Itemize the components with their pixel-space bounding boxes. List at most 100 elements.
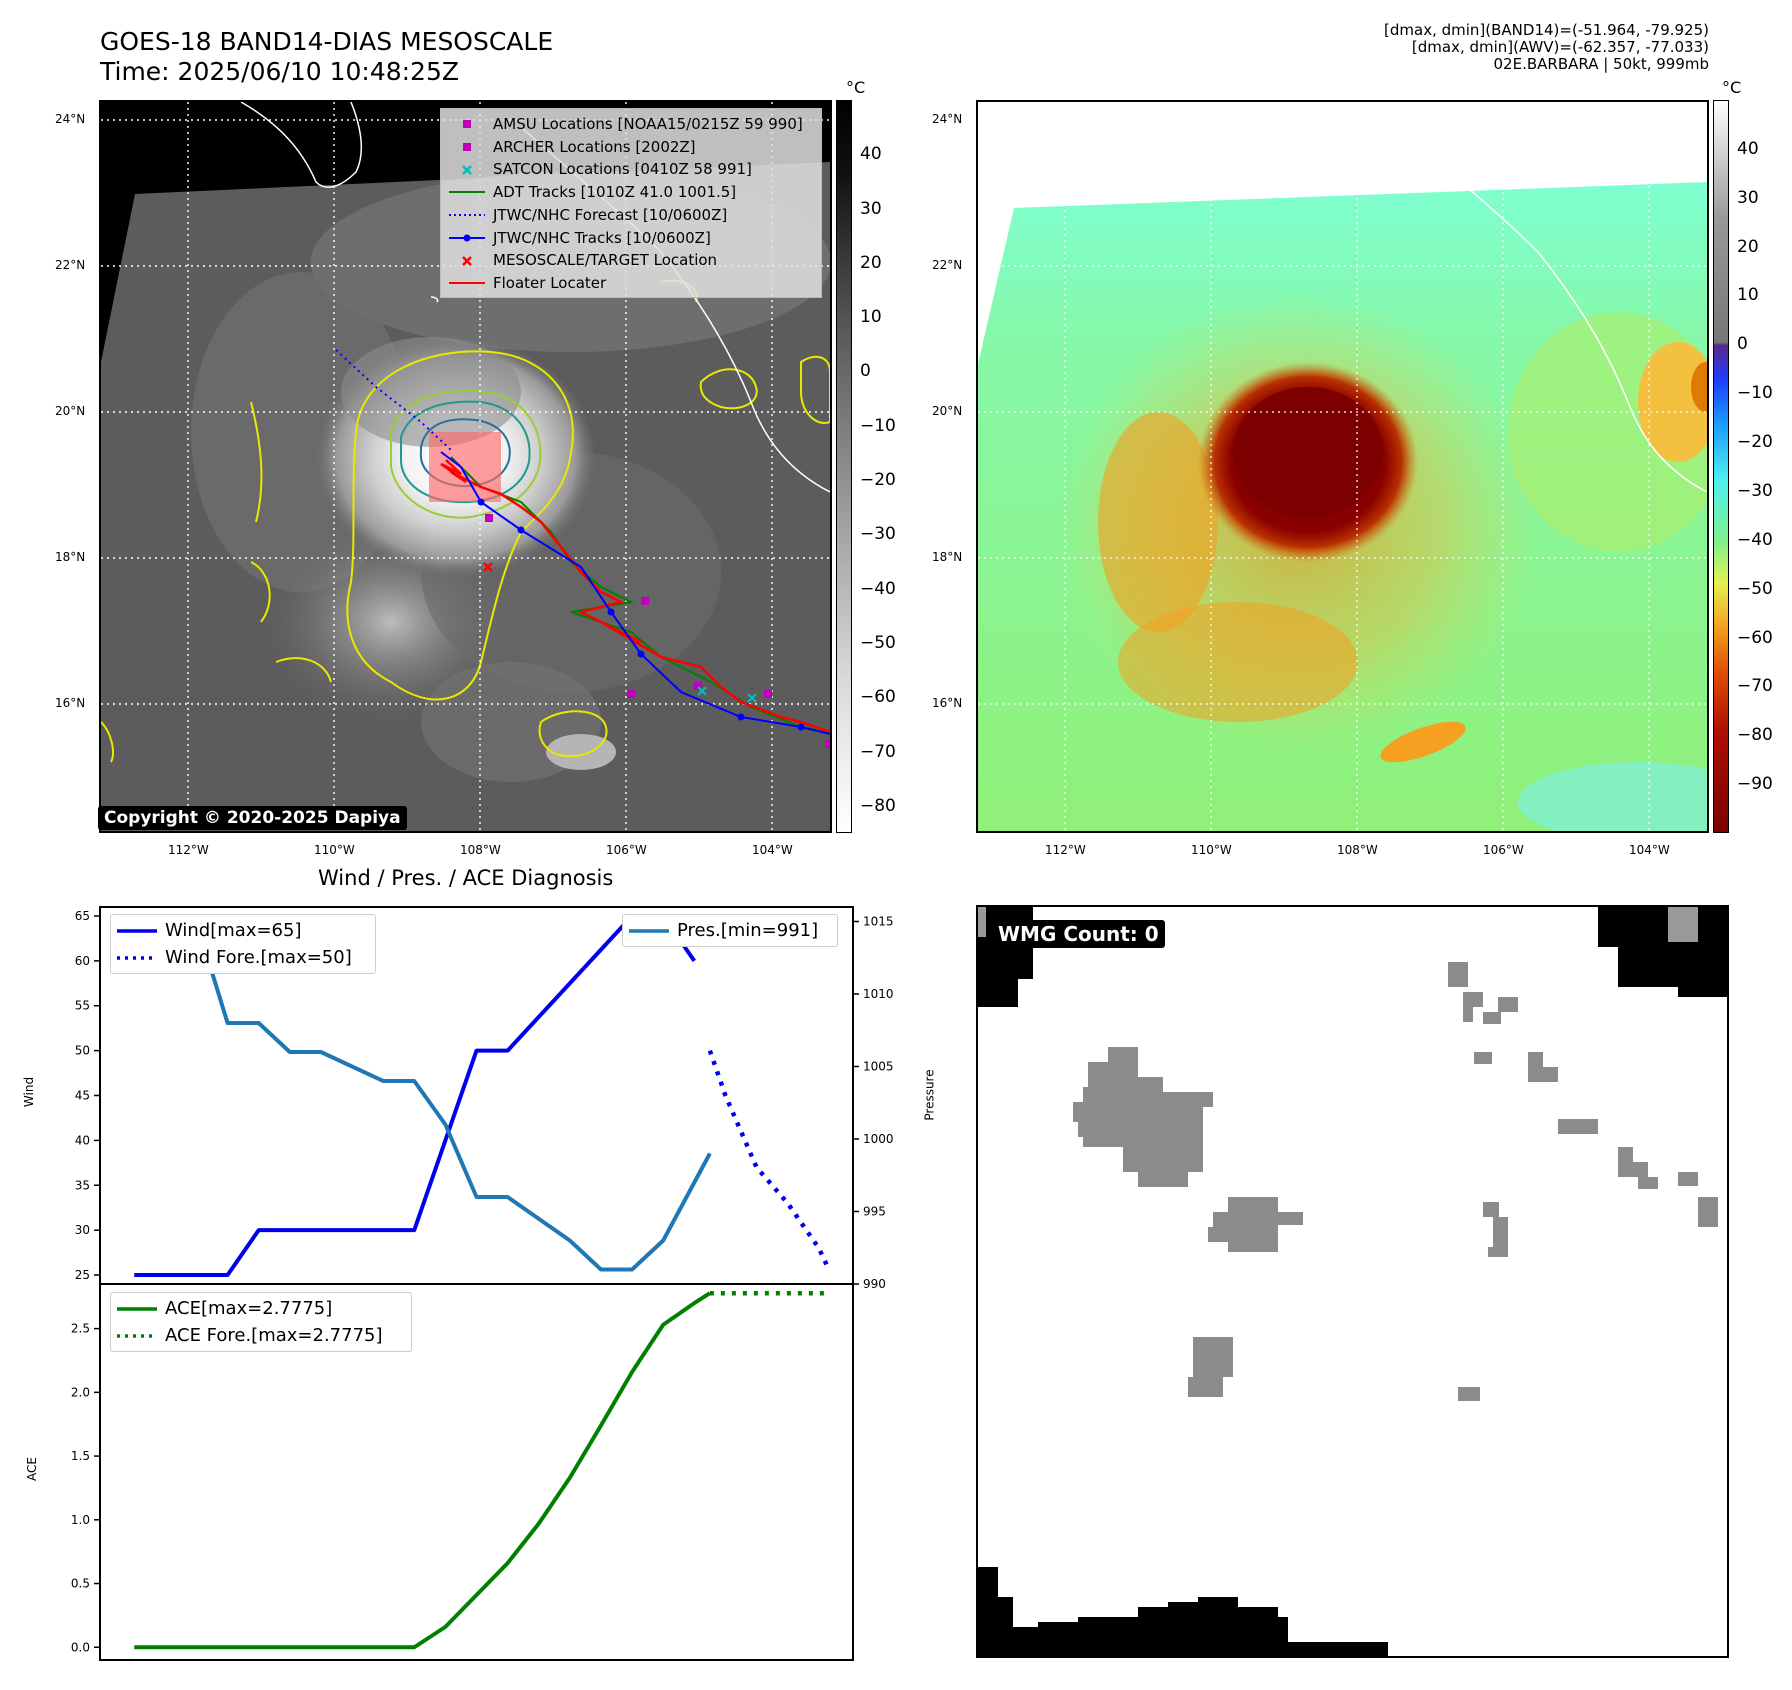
ir-lat-tick-label: 18°N — [55, 550, 86, 564]
legend-label: SATCON Locations [0410Z 58 991] — [493, 160, 752, 179]
ace-legend: ACE[max=2.7775] ACE Fore.[max=2.7775] — [110, 1292, 412, 1352]
ir-lon-tick-label: 110°W — [314, 843, 355, 857]
legend-item: AMSU Locations [NOAA15/0215Z 59 990] — [447, 113, 813, 136]
legend-symbol-icon — [449, 234, 485, 242]
diagnosis-chart: 25 30 35 40 45 50 55 60 65 990 995 1000 1005 1010 1015… — [71, 906, 894, 1661]
awv-lat-tick-label: 24°N — [932, 112, 963, 126]
ace-axis-tick-label: 1.0 — [71, 1513, 90, 1527]
awv-colorbar-tick-label: −50 — [1737, 578, 1773, 599]
ir-colorbar-tick-label: −70 — [860, 741, 896, 762]
info-band14: [dmax, dmin](BAND14)=(-51.964, -79.925) — [1384, 21, 1709, 39]
awv-colorbar-tick-label: 30 — [1737, 187, 1759, 208]
ir-colorbar-tick-label: −80 — [860, 795, 896, 816]
awv-lon-tick-label: 106°W — [1483, 843, 1524, 857]
awv-lat-tick-label: 22°N — [932, 258, 963, 272]
ace-fore-legend-item: ACE Fore.[max=2.7775] — [117, 1325, 383, 1346]
awv-colorbar-tick-label: −70 — [1737, 676, 1773, 697]
awv-colorbar-tick-label: −20 — [1737, 432, 1773, 453]
ir-lon-tick-label: 104°W — [752, 843, 793, 857]
info-awv: [dmax, dmin](AWV)=(-62.357, -77.033) — [1411, 38, 1709, 56]
wind-legend-item: Wind[max=65] — [117, 920, 302, 941]
awv-colorbar-tick-label: −40 — [1737, 529, 1773, 550]
wind-series-1-line — [707, 1049, 831, 1269]
awv-colorbar-tick-label: −90 — [1737, 774, 1773, 795]
ir-colorbar-tick-label: −30 — [860, 524, 896, 545]
wind-axis-tick-label: 40 — [75, 1133, 90, 1147]
wind-axis-tick-label: 25 — [75, 1268, 90, 1282]
legend-symbol-icon — [463, 143, 471, 152]
wind-axis-label: Wind — [22, 1076, 37, 1108]
legend-label: ARCHER Locations [2002Z] — [493, 137, 696, 156]
awv-colorbar-tick-label: −80 — [1737, 725, 1773, 746]
pressure-axis-tick-label: 1010 — [863, 987, 894, 1001]
map-legend: AMSU Locations [NOAA15/0215Z 59 990] ARCH… — [440, 108, 822, 298]
awv-satellite-panel — [976, 100, 1709, 833]
pressure-axis-tick-label: 1015 — [863, 915, 894, 929]
pres-legend-item: Pres.[min=991] — [629, 920, 819, 941]
awv-colorbar-unit: °C — [1722, 78, 1742, 97]
legend-item: Floater Locater — [447, 272, 813, 295]
ace-axes-frame — [99, 1283, 854, 1661]
ir-lon-tick-label: 106°W — [606, 843, 647, 857]
ace-legend-item: ACE[max=2.7775] — [117, 1298, 333, 1319]
wmg-panel — [976, 905, 1729, 1658]
ace-axis-tick-label: 2.0 — [71, 1385, 90, 1399]
ir-lat-tick-label: 16°N — [55, 696, 86, 710]
copyright-label: Copyright © 2020-2025 Dapiya — [98, 806, 407, 830]
wind-axis-tick-label: 55 — [75, 999, 90, 1013]
legend-symbol-icon — [463, 120, 471, 129]
legend-item: ADT Tracks [1010Z 41.0 1001.5] — [447, 181, 813, 204]
wind-axis-tick-label: 60 — [75, 954, 90, 968]
chart-title: Wind / Pres. / ACE Diagnosis — [318, 866, 614, 890]
info-storm: 02E.BARBARA | 50kt, 999mb — [1493, 55, 1709, 73]
legend-symbol-icon — [449, 191, 485, 194]
page-time: Time: 2025/06/10 10:48:25Z — [100, 57, 459, 86]
ir-colorbar-tick-label: 40 — [860, 144, 882, 165]
pressure-axis-tick-label: 990 — [863, 1277, 886, 1291]
awv-lat-tick-label: 20°N — [932, 404, 963, 418]
legend-label: ADT Tracks [1010Z 41.0 1001.5] — [493, 183, 737, 202]
ir-colorbar-tick-label: −60 — [860, 687, 896, 708]
awv-lon-tick-label: 104°W — [1629, 843, 1670, 857]
page-title: GOES-18 BAND14-DIAS MESOSCALE — [100, 27, 554, 56]
wind-axis-tick-label: 30 — [75, 1223, 90, 1237]
ir-colorbar-tick-label: −50 — [860, 632, 896, 653]
awv-satellite-image — [978, 102, 1707, 831]
awv-colorbar-tick-label: 40 — [1737, 138, 1759, 159]
ace-axis-label: ACE — [24, 1457, 39, 1481]
ir-lat-tick-label: 20°N — [55, 404, 86, 418]
legend-item: JTWC/NHC Forecast [10/0600Z] — [447, 204, 813, 227]
legend-label: MESOSCALE/TARGET Location — [493, 251, 718, 270]
wind-axis-tick-label: 65 — [75, 909, 90, 923]
awv-colorbar-tick-label: 10 — [1737, 285, 1759, 306]
wind-axis-tick-label: 50 — [75, 1044, 90, 1058]
wind-fore-legend-item: Wind Fore.[max=50] — [117, 947, 352, 968]
awv-lat-tick-label: 16°N — [932, 696, 963, 710]
legend-item: JTWC/NHC Tracks [10/0600Z] — [447, 227, 813, 250]
awv-lon-tick-label: 108°W — [1337, 843, 1378, 857]
wind-axis-tick-label: 35 — [75, 1178, 90, 1192]
wind-legend: Wind[max=65] Wind Fore.[max=50] — [110, 914, 376, 974]
pressure-axis-tick-label: 1005 — [863, 1060, 894, 1074]
wind-axis-tick-label: 45 — [75, 1089, 90, 1103]
ir-lat-tick-label: 22°N — [55, 258, 86, 272]
ir-lon-tick-label: 108°W — [460, 843, 501, 857]
awv-lon-tick-label: 112°W — [1045, 843, 1086, 857]
legend-item: MESOSCALE/TARGET Location — [447, 249, 813, 272]
ir-colorbar-tick-label: −20 — [860, 470, 896, 491]
awv-colorbar-tick-label: −10 — [1737, 383, 1773, 404]
awv-colorbar — [1713, 100, 1729, 833]
ir-satellite-panel — [99, 100, 832, 833]
ir-lat-tick-label: 24°N — [55, 112, 86, 126]
ir-colorbar-unit: °C — [846, 78, 866, 97]
awv-colorbar-tick-label: 0 — [1737, 334, 1748, 355]
pressure-axis-label: Pressure — [922, 1069, 937, 1121]
ace-axis-tick-label: 1.5 — [71, 1449, 90, 1463]
ace-axis-tick-label: 0.5 — [71, 1577, 90, 1591]
ir-colorbar — [836, 100, 852, 833]
pressure-legend: Pres.[min=991] — [622, 914, 838, 947]
legend-label: Floater Locater — [493, 273, 607, 292]
wmg-count-label: WMG Count: 0 — [992, 920, 1165, 948]
legend-symbol-icon — [449, 282, 485, 285]
legend-item: ARCHER Locations [2002Z] — [447, 136, 813, 159]
